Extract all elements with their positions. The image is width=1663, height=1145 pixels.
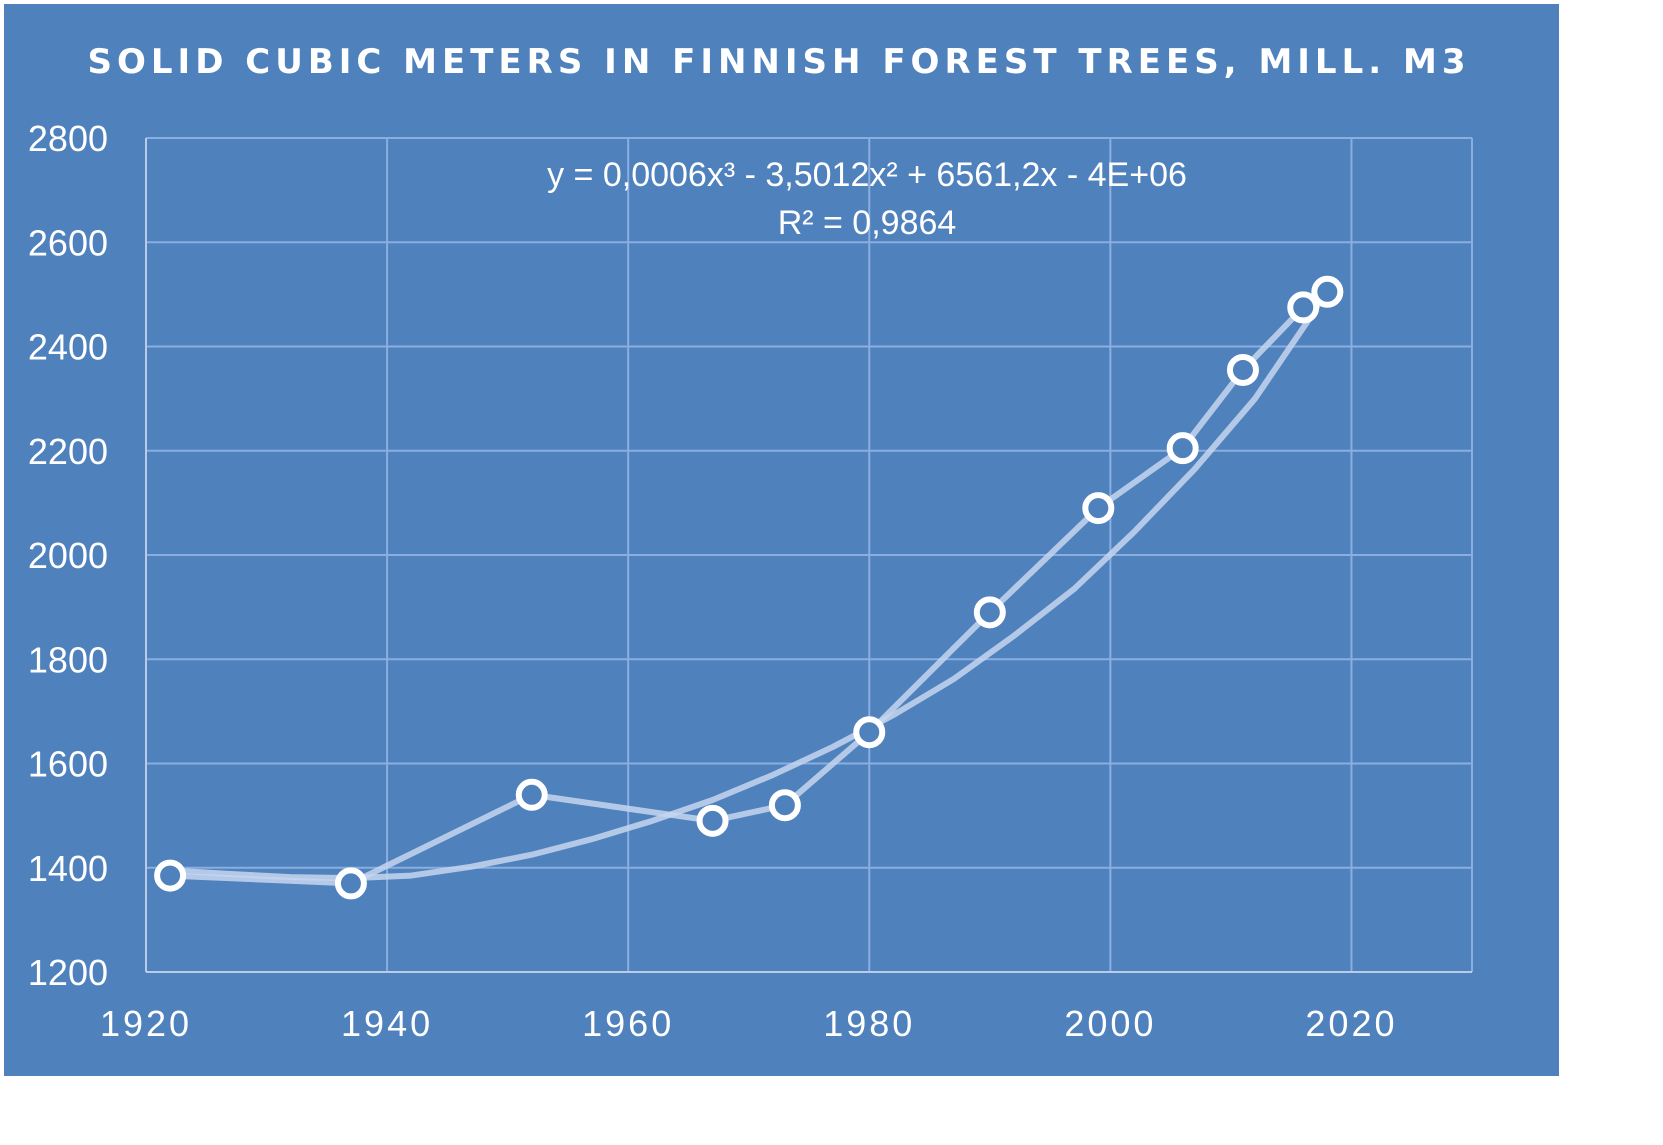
trendline-curve	[167, 280, 1331, 882]
y-tick-label: 2000	[28, 535, 108, 576]
x-tick-label: 1980	[823, 1003, 915, 1044]
axis-lines	[145, 138, 1472, 973]
data-markers	[154, 275, 1344, 900]
y-tick-label: 2800	[28, 118, 108, 159]
data-point	[768, 789, 801, 822]
x-tick-label: 2000	[1064, 1003, 1156, 1044]
y-tick-label: 2400	[28, 327, 108, 368]
data-point	[1311, 275, 1344, 308]
x-tick-label: 1960	[582, 1003, 674, 1044]
trendline-equation: y = 0,0006x³ - 3,5012x² + 6561,2x - 4E+0…	[547, 156, 1187, 194]
y-axis-tick-labels: 1200 1400 1600 1800 2000 2200 2400 2600 2800	[28, 118, 108, 993]
data-point	[973, 596, 1006, 629]
y-tick-label: 1800	[28, 639, 108, 680]
data-point	[853, 716, 886, 749]
x-tick-label: 1940	[341, 1003, 433, 1044]
data-point	[334, 867, 367, 900]
y-tick-label: 1400	[28, 848, 108, 889]
trendline-r-squared: R² = 0,9864	[778, 204, 957, 242]
chart-background	[2, 2, 1561, 1078]
y-tick-label: 2200	[28, 431, 108, 472]
x-axis-tick-labels: 1920 1940 1960 1980 2000 2020	[100, 1003, 1397, 1044]
x-tick-label: 1920	[100, 1003, 192, 1044]
gridlines	[146, 137, 1473, 972]
y-tick-label: 1600	[28, 744, 108, 785]
data-point	[696, 804, 729, 837]
y-tick-label: 2600	[28, 222, 108, 263]
y-tick-label: 1200	[28, 952, 108, 993]
x-tick-label: 2020	[1305, 1003, 1397, 1044]
data-point	[1226, 353, 1259, 386]
data-point	[515, 778, 548, 811]
chart-title: SOLID CUBIC METERS IN FINNISH FOREST TRE…	[88, 42, 1471, 82]
data-point	[1082, 492, 1115, 525]
data-point	[1166, 432, 1199, 465]
data-point	[1287, 291, 1320, 324]
data-point	[154, 859, 187, 892]
trendline-layer	[167, 280, 1331, 882]
